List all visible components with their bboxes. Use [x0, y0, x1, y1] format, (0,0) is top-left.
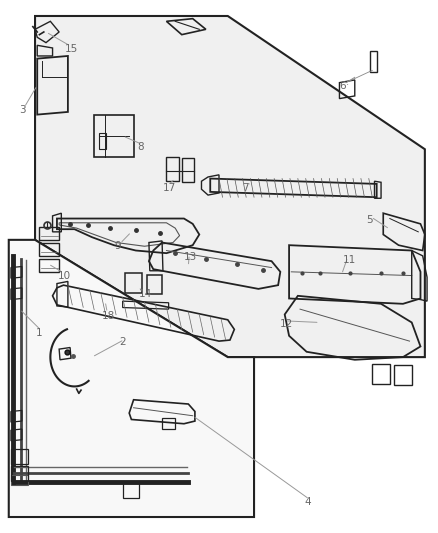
- Text: 6: 6: [339, 82, 346, 91]
- Bar: [162, 418, 175, 429]
- Bar: [39, 243, 59, 256]
- Text: 18: 18: [102, 311, 115, 320]
- Text: 1: 1: [36, 328, 42, 338]
- Text: 5: 5: [366, 215, 372, 224]
- Text: 13: 13: [184, 252, 197, 262]
- Bar: [372, 364, 390, 384]
- Text: 4: 4: [304, 497, 311, 507]
- Bar: [99, 133, 106, 149]
- Bar: [123, 483, 139, 498]
- Bar: [11, 449, 28, 464]
- Bar: [370, 51, 377, 72]
- Text: 8: 8: [137, 142, 144, 152]
- Bar: [39, 227, 59, 240]
- Text: 3: 3: [19, 106, 25, 115]
- Text: 9: 9: [115, 241, 121, 251]
- Text: 10: 10: [58, 271, 71, 280]
- Text: 7: 7: [242, 183, 248, 192]
- Text: 11: 11: [343, 255, 356, 264]
- Bar: [11, 466, 28, 481]
- Text: 17: 17: [163, 183, 176, 192]
- Bar: [125, 273, 142, 293]
- Text: 14: 14: [139, 289, 152, 299]
- Bar: [39, 259, 59, 272]
- Bar: [182, 158, 194, 182]
- Bar: [147, 275, 162, 294]
- Text: 2: 2: [119, 337, 126, 347]
- Bar: [394, 365, 412, 385]
- Polygon shape: [35, 16, 425, 357]
- Bar: [94, 115, 134, 157]
- Polygon shape: [9, 240, 254, 517]
- Bar: [166, 157, 179, 181]
- Text: 15: 15: [65, 44, 78, 53]
- Text: 12: 12: [279, 319, 293, 328]
